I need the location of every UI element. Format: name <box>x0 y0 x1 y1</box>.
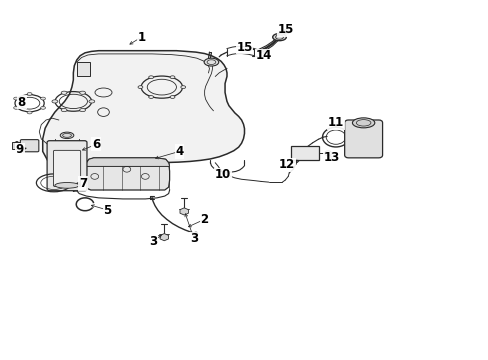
Ellipse shape <box>61 108 67 112</box>
Text: 13: 13 <box>323 151 340 164</box>
Ellipse shape <box>52 100 58 103</box>
FancyBboxPatch shape <box>47 141 87 191</box>
FancyBboxPatch shape <box>77 62 90 76</box>
Ellipse shape <box>60 132 74 139</box>
Text: 2: 2 <box>200 213 208 226</box>
Ellipse shape <box>272 33 286 41</box>
FancyBboxPatch shape <box>53 150 81 186</box>
Ellipse shape <box>170 76 175 78</box>
FancyBboxPatch shape <box>344 120 382 158</box>
Ellipse shape <box>27 93 32 95</box>
Polygon shape <box>42 51 244 162</box>
Text: 10: 10 <box>215 168 231 181</box>
FancyBboxPatch shape <box>20 140 39 152</box>
Polygon shape <box>86 158 169 166</box>
Text: 12: 12 <box>279 158 295 171</box>
Ellipse shape <box>41 107 45 109</box>
Text: 6: 6 <box>92 138 100 151</box>
Ellipse shape <box>27 111 32 114</box>
Ellipse shape <box>148 96 153 98</box>
Ellipse shape <box>181 86 185 89</box>
Text: 15: 15 <box>236 41 252 54</box>
Ellipse shape <box>14 107 19 109</box>
FancyBboxPatch shape <box>290 147 319 160</box>
Ellipse shape <box>41 97 45 100</box>
Text: 8: 8 <box>18 96 26 109</box>
Ellipse shape <box>80 108 85 112</box>
Text: 9: 9 <box>16 144 24 157</box>
Text: 4: 4 <box>175 145 183 158</box>
Ellipse shape <box>14 97 19 100</box>
FancyBboxPatch shape <box>12 142 20 149</box>
Text: 3: 3 <box>189 233 198 246</box>
Ellipse shape <box>170 96 175 98</box>
Text: 15: 15 <box>277 23 293 36</box>
Text: 3: 3 <box>149 235 157 248</box>
Ellipse shape <box>80 91 85 94</box>
Ellipse shape <box>352 118 374 128</box>
Text: 11: 11 <box>327 116 344 129</box>
Ellipse shape <box>138 86 142 89</box>
Polygon shape <box>84 158 169 190</box>
Ellipse shape <box>148 76 153 78</box>
Ellipse shape <box>61 91 67 94</box>
Text: 14: 14 <box>255 49 272 62</box>
Text: 1: 1 <box>137 31 145 44</box>
Ellipse shape <box>203 58 218 66</box>
Circle shape <box>324 151 331 156</box>
Ellipse shape <box>55 183 79 188</box>
Text: 5: 5 <box>103 203 111 216</box>
Ellipse shape <box>89 100 95 103</box>
Circle shape <box>284 30 289 34</box>
Text: 7: 7 <box>79 177 87 190</box>
